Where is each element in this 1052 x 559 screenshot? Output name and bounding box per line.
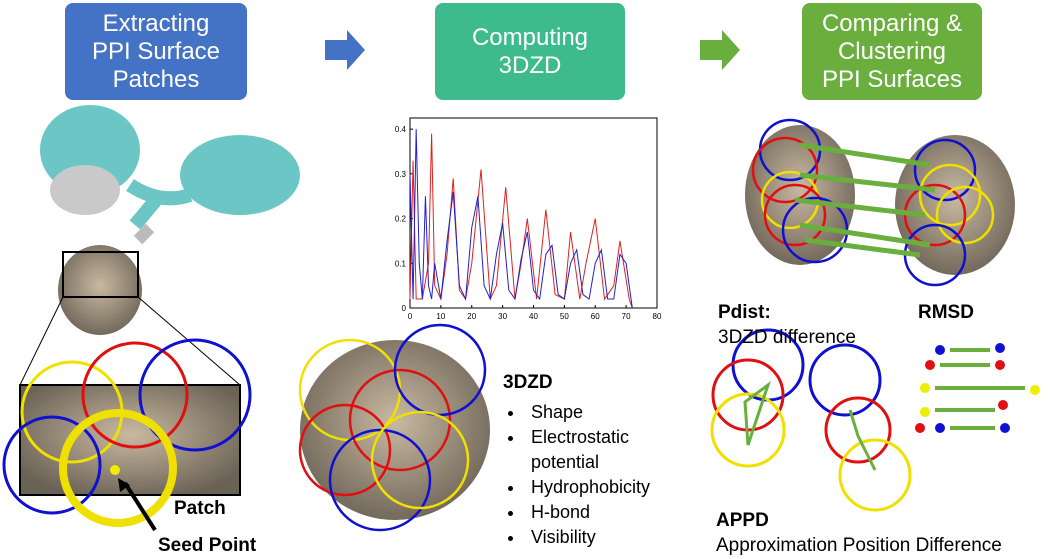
x-tick-label: 60 <box>591 312 600 321</box>
step-line: Computing <box>471 23 589 51</box>
step-box <box>802 3 982 100</box>
feature: Visibility <box>525 525 655 550</box>
x-tick-label: 70 <box>622 312 631 321</box>
arrow <box>700 30 740 70</box>
features-list: ShapeElectrostatic potentialHydrophobici… <box>505 400 655 550</box>
y-tick-label: 0.3 <box>395 170 407 179</box>
ring <box>2 415 102 515</box>
appd-subtitle: Approximation Position Difference <box>716 535 1002 556</box>
rmsd-arrows <box>935 348 1025 430</box>
step-line: Clustering <box>837 37 947 65</box>
arrow <box>325 30 365 70</box>
rings <box>710 328 912 512</box>
plot-frame <box>409 117 658 309</box>
plot: 0 10 20 30 40 50 60 70 80 0 0.1 0.2 0.3 0.4 <box>395 125 662 321</box>
step-text: Computing 3DZD <box>435 3 625 100</box>
feature: Hydrophobicity <box>525 475 655 500</box>
x-tick-label: 40 <box>529 312 538 321</box>
x-tick-label: 30 <box>498 312 507 321</box>
zoom-box <box>62 251 139 298</box>
x-tick-label: 0 <box>408 312 413 321</box>
y-tick-label: 0.1 <box>395 259 407 268</box>
feature: H-bond <box>525 500 655 525</box>
protein <box>895 135 1015 275</box>
arrow <box>118 478 130 492</box>
y-tick-label: 0.2 <box>395 215 407 224</box>
x-tick-label: 80 <box>653 312 662 321</box>
y-tick-label: 0 <box>402 304 407 313</box>
x-tick-label: 10 <box>436 312 445 321</box>
appd-title: APPD <box>716 510 769 531</box>
seed-label: Seed Point <box>158 535 257 556</box>
step-line: 3DZD <box>498 51 562 79</box>
step-box <box>65 3 247 100</box>
protein <box>180 135 300 215</box>
arrow <box>133 223 155 245</box>
atoms <box>915 343 1040 433</box>
step-line: PPI Surfaces <box>821 65 963 93</box>
x-tick-label: 50 <box>560 312 569 321</box>
rings <box>298 323 487 532</box>
step-text: Comparing & Clustering PPI Surfaces <box>802 3 982 100</box>
step-text: Extracting PPI Surface Patches <box>65 3 247 100</box>
seed-point <box>110 465 120 475</box>
step-line: Comparing & <box>821 9 963 37</box>
arrow <box>126 179 193 230</box>
pdist-subtitle: 3DZD difference <box>718 327 856 348</box>
series-line <box>409 133 633 309</box>
protein <box>58 245 142 335</box>
match-arrows <box>794 142 936 258</box>
step-line: Extracting <box>102 9 210 37</box>
rmsd-title: RMSD <box>918 302 974 323</box>
zoom-box <box>19 384 241 496</box>
series-line <box>409 129 633 309</box>
distance-lines <box>743 380 877 471</box>
arrow <box>123 481 157 532</box>
feature: Electrostatic potential <box>525 425 655 475</box>
step-line: PPI Surface <box>91 37 221 65</box>
ring <box>138 338 252 452</box>
step-box <box>435 3 625 100</box>
y-tick-label: 0.4 <box>395 125 407 134</box>
patch-label: Patch <box>174 498 226 519</box>
protein <box>50 165 120 215</box>
protein <box>300 340 490 520</box>
feature: Shape <box>525 400 655 425</box>
step-line: Patches <box>112 65 200 93</box>
features-title: 3DZD <box>503 372 553 393</box>
x-tick-label: 20 <box>467 312 476 321</box>
ring <box>59 409 177 527</box>
pdist-title: Pdist: <box>718 302 771 323</box>
ring <box>81 341 189 449</box>
